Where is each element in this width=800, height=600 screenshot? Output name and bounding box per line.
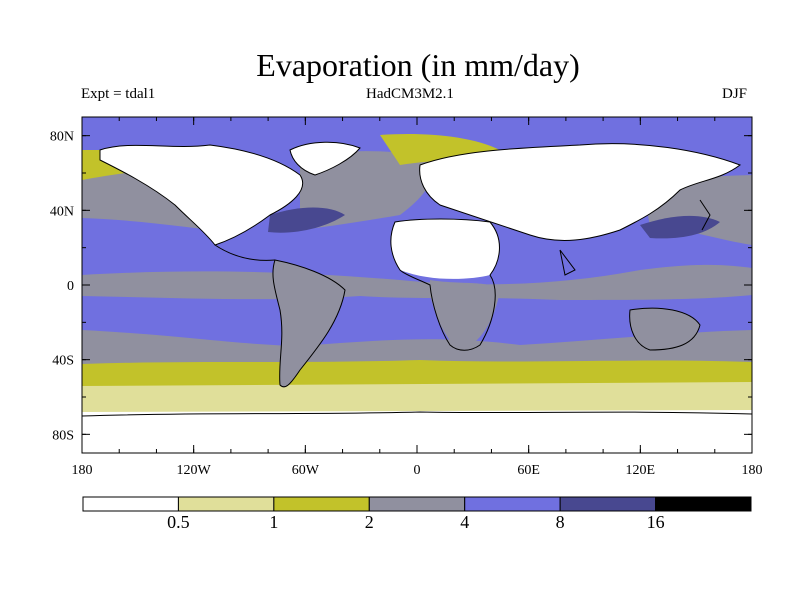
colorbar-label: 0.5 (167, 512, 190, 532)
lon-tick-label: 180 (742, 463, 763, 478)
chart-title: Evaporation (in mm/day) (256, 47, 580, 83)
field-eurasia (419, 143, 740, 241)
coast-north-america (99, 144, 304, 246)
field-south-grey (82, 330, 752, 364)
lat-tick-label: 80N (50, 130, 74, 145)
field-south-america (272, 260, 345, 387)
coast-africa (390, 218, 500, 351)
field-arctic-fringe-n-atlantic (380, 133, 500, 165)
field-sahara (390, 219, 500, 279)
lat-tick-label: 40N (50, 204, 74, 219)
field-gulf-stream-dark (268, 207, 345, 233)
field-equatorial-grey (82, 264, 752, 300)
season-label: DJF (722, 86, 748, 102)
coast-antarctica (82, 411, 752, 417)
colorbar-swatch (464, 496, 561, 512)
map-axes: 180 120W 60W 0 60E 120E 180 80N 40N 0 40S 80S (50, 117, 763, 478)
lon-tick-label: 60W (292, 463, 320, 478)
lon-tick-label: 60E (517, 463, 540, 478)
field-southern-africa (430, 280, 500, 350)
field-southern-ocean-light (82, 380, 752, 412)
lon-tick-label: 120W (177, 463, 212, 478)
lon-tick-label: 120E (626, 463, 656, 478)
colorbar-label: 16 (647, 512, 665, 532)
colorbar-label: 4 (460, 512, 469, 532)
coast-india (559, 249, 576, 276)
lat-tick-label: 0 (67, 279, 74, 294)
coastlines (82, 141, 752, 417)
colorbar-swatch (368, 496, 466, 512)
coast-greenland (289, 141, 361, 176)
colorbar-swatch (82, 496, 179, 512)
colorbar-label: 1 (269, 512, 278, 532)
experiment-label: Expt = tdal1 (81, 86, 156, 102)
colorbar: 0.5 1 2 4 8 16 (82, 496, 752, 532)
field-australia (629, 308, 700, 350)
coast-japan (699, 199, 711, 231)
lat-tick-label: 40S (52, 354, 74, 369)
coast-eurasia (419, 143, 742, 241)
field-kuroshio-dark (640, 215, 720, 239)
evaporation-field (82, 117, 752, 453)
coast-south-america (272, 259, 346, 388)
colorbar-label: 8 (556, 512, 565, 532)
lat-tick-label: 80S (52, 428, 74, 443)
field-greenland (290, 142, 360, 175)
colorbar-swatch (273, 496, 370, 512)
field-north-america (100, 145, 303, 245)
colorbar-swatch (559, 496, 657, 512)
coast-australia (629, 307, 701, 351)
field-southern-ocean-olive (82, 358, 752, 386)
colorbar-swatch (177, 496, 275, 512)
model-label: HadCM3M2.1 (366, 86, 454, 102)
colorbar-swatch (655, 496, 752, 512)
lon-tick-label: 180 (72, 463, 93, 478)
lon-tick-label: 0 (414, 463, 421, 478)
coast-central-america (214, 244, 276, 261)
colorbar-label: 2 (365, 512, 374, 532)
